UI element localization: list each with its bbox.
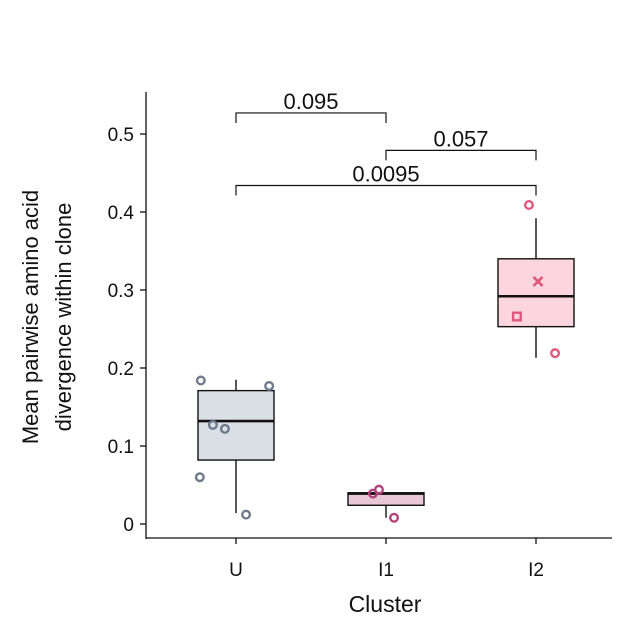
x-ticks: U I1 I2 [229,538,544,581]
bracket-line [235,112,387,123]
boxes [197,218,575,518]
significance-brackets: 0.095 0.057 0.0095 [235,89,537,196]
bracket-u-i2: 0.0095 [235,161,537,196]
bracket-line [385,149,537,161]
box-body [497,258,575,328]
p-value-label: 0.095 [283,89,338,114]
data-point-circle [523,199,534,210]
bracket-i1-i2: 0.057 [385,126,537,161]
data-points [194,199,561,523]
data-point-circle [373,484,384,495]
y-axis-label-line-2: divergence within clone [51,203,76,432]
box-i2 [497,218,575,358]
data-point-square [511,311,522,322]
y-tick-label: 0.5 [108,125,134,146]
bracket-line [235,184,537,196]
x-tick-label: I1 [378,560,394,581]
data-point-circle [241,509,252,520]
bracket-u-i1: 0.095 [235,89,387,123]
p-value-label: 0.057 [433,126,488,151]
data-point-circle [194,472,205,483]
data-point-circle [207,419,218,430]
y-tick-label: 0.3 [108,281,134,302]
box-i1 [347,492,425,518]
box-body [197,389,275,461]
y-ticks: 0 0.1 0.2 0.3 0.4 0.5 [108,125,146,536]
data-point-circle [389,512,400,523]
x-tick-label: I2 [528,560,544,581]
x-axis-label: Cluster [349,591,422,617]
data-point-circle [219,423,230,434]
data-point-x-stroke [532,276,544,287]
y-tick-label: 0.1 [108,437,134,458]
y-tick-label: 0.4 [108,203,135,224]
y-tick-label: 0.2 [108,359,134,380]
axes: 0 0.1 0.2 0.3 0.4 0.5 U I1 I2 [108,92,612,581]
p-value-label: 0.0095 [352,161,419,186]
data-point-x [532,276,544,287]
data-point-circle [195,375,206,386]
data-point-circle [264,380,275,391]
data-point-circle [550,348,561,359]
y-tick-label: 0 [123,515,134,536]
x-tick-label: U [229,560,243,581]
box-u [197,379,275,514]
y-axis-label-line-1: Mean pairwise amino acid [18,190,43,444]
